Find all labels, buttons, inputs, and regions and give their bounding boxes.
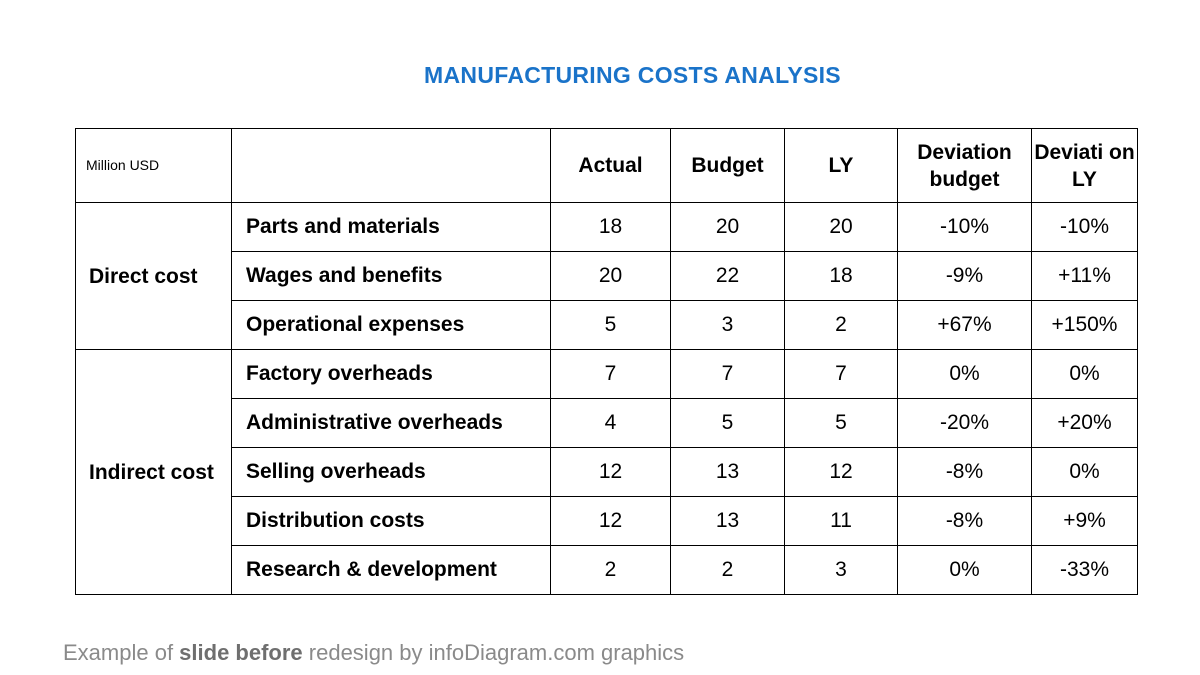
- value-deviation-budget: -8%: [897, 447, 1032, 497]
- header-budget: Budget: [670, 128, 785, 203]
- cost-item-label: Administrative overheads: [231, 398, 551, 448]
- table-header-row: Million USD Actual Budget LY Deviation b…: [75, 128, 1138, 203]
- footer-caption: Example of slide before redesign by info…: [63, 640, 684, 666]
- value-budget: 22: [670, 251, 785, 301]
- table-row: Wages and benefits 20 22 18 -9% +11%: [76, 251, 1138, 301]
- value-deviation-budget: -9%: [897, 251, 1032, 301]
- value-actual: 12: [550, 447, 671, 497]
- value-actual: 18: [550, 202, 671, 252]
- value-budget: 5: [670, 398, 785, 448]
- value-actual: 20: [550, 251, 671, 301]
- unit-label: Million USD: [75, 128, 232, 203]
- value-deviation-ly: +20%: [1031, 398, 1138, 448]
- value-deviation-ly: -33%: [1031, 545, 1138, 595]
- value-ly: 12: [784, 447, 898, 497]
- value-budget: 2: [670, 545, 785, 595]
- footer-prefix: Example of: [63, 640, 180, 665]
- value-ly: 11: [784, 496, 898, 546]
- value-deviation-budget: 0%: [897, 349, 1032, 399]
- value-budget: 3: [670, 300, 785, 350]
- cost-table: Million USD Actual Budget LY Deviation b…: [75, 128, 1138, 595]
- header-deviation-budget: Deviation budget: [897, 128, 1032, 203]
- value-deviation-ly: +150%: [1031, 300, 1138, 350]
- cost-item-label: Parts and materials: [231, 202, 551, 252]
- value-deviation-budget: -8%: [897, 496, 1032, 546]
- header-ly: LY: [784, 128, 898, 203]
- value-actual: 5: [550, 300, 671, 350]
- group-label: Indirect cost: [75, 349, 232, 595]
- value-ly: 5: [784, 398, 898, 448]
- value-actual: 2: [550, 545, 671, 595]
- cost-item-label: Operational expenses: [231, 300, 551, 350]
- value-deviation-ly: +11%: [1031, 251, 1138, 301]
- value-budget: 13: [670, 496, 785, 546]
- cost-item-label: Factory overheads: [231, 349, 551, 399]
- value-deviation-ly: +9%: [1031, 496, 1138, 546]
- value-ly: 20: [784, 202, 898, 252]
- value-ly: 18: [784, 251, 898, 301]
- header-blank: [231, 128, 551, 203]
- table-row: Direct cost Parts and materials 18 20 20 -10%…: [75, 202, 1138, 350]
- table-row: Operational expenses 5 3 2 +67% +150%: [76, 300, 1138, 350]
- cost-item-label: Research & development: [231, 545, 551, 595]
- value-deviation-ly: -10%: [1031, 202, 1138, 252]
- header-deviation-ly: Deviati on LY: [1031, 128, 1138, 203]
- value-ly: 3: [784, 545, 898, 595]
- table-row: Indirect cost Factory overheads 7 7 7 0% 0%: [75, 349, 1138, 595]
- footer-bold: slide before: [179, 640, 303, 665]
- group-label: Direct cost: [75, 202, 232, 350]
- value-actual: 12: [550, 496, 671, 546]
- value-ly: 7: [784, 349, 898, 399]
- value-deviation-budget: +67%: [897, 300, 1032, 350]
- value-deviation-ly: 0%: [1031, 349, 1138, 399]
- cost-item-label: Selling overheads: [231, 447, 551, 497]
- value-deviation-budget: 0%: [897, 545, 1032, 595]
- cost-item-label: Wages and benefits: [231, 251, 551, 301]
- table-row: Distribution costs 12 13 11 -8% +9%: [76, 496, 1138, 546]
- value-deviation-budget: -10%: [897, 202, 1032, 252]
- value-budget: 13: [670, 447, 785, 497]
- cost-item-label: Distribution costs: [231, 496, 551, 546]
- slide-title: MANUFACTURING COSTS ANALYSIS: [424, 62, 841, 88]
- footer-suffix: redesign by infoDiagram.com graphics: [302, 640, 685, 665]
- header-actual: Actual: [550, 128, 671, 203]
- table-row: Selling overheads 12 13 12 -8% 0%: [76, 447, 1138, 497]
- value-budget: 20: [670, 202, 785, 252]
- value-budget: 7: [670, 349, 785, 399]
- value-deviation-budget: -20%: [897, 398, 1032, 448]
- table-row: Administrative overheads 4 5 5 -20% +20%: [76, 398, 1138, 448]
- table-row: Research & development 2 2 3 0% -33%: [76, 545, 1138, 595]
- value-deviation-ly: 0%: [1031, 447, 1138, 497]
- value-actual: 7: [550, 349, 671, 399]
- value-actual: 4: [550, 398, 671, 448]
- value-ly: 2: [784, 300, 898, 350]
